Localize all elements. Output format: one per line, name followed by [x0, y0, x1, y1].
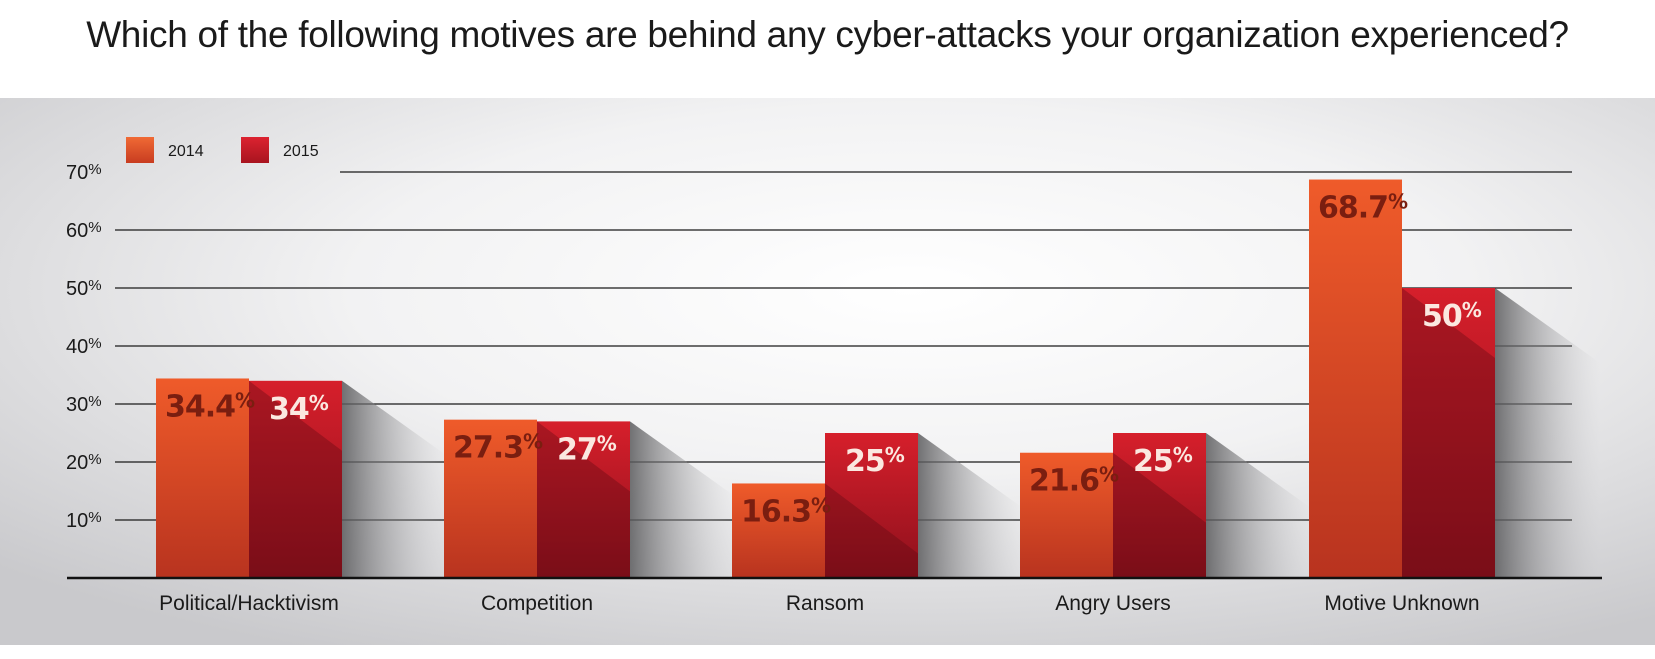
bar-2015 — [537, 421, 630, 578]
value-label-2015: 27% — [557, 431, 617, 467]
bar-2014 — [156, 378, 249, 578]
legend-label: 2014 — [168, 143, 204, 160]
category-label: Motive Unknown — [1324, 592, 1479, 615]
bar-shadow — [1206, 433, 1311, 578]
value-label-2014: 34.4% — [165, 388, 255, 424]
value-label-2015: 25% — [1133, 443, 1193, 479]
bar-2015-shade — [825, 483, 918, 578]
category-label: Ransom — [786, 592, 864, 615]
value-label-2015: 34% — [269, 391, 329, 427]
bar-shadow — [1495, 288, 1600, 578]
value-label-2014: 16.3% — [741, 493, 831, 529]
bar-chart: 34.4% 34% 27.3% 27% 16.3% 25% 21.6% 25% 68.7% 50%… — [0, 98, 1655, 645]
legend-label: 2015 — [283, 143, 319, 160]
legend-item-2015: 2015 — [241, 137, 319, 163]
bar-2015-shade — [537, 421, 630, 578]
bar-2014 — [444, 419, 537, 578]
bar-2015-shade — [1402, 288, 1495, 578]
category-label: Competition — [481, 592, 593, 615]
bar-2015 — [1402, 288, 1495, 578]
legend-item-2014: 2014 — [126, 137, 204, 163]
bar-shadow — [918, 433, 1023, 578]
y-tick-label: 60% — [66, 219, 102, 242]
bar-2014 — [732, 483, 825, 578]
y-tick-label: 10% — [66, 509, 102, 532]
category-label: Angry Users — [1055, 592, 1171, 615]
value-label-2015: 50% — [1422, 298, 1482, 334]
y-tick-label: 20% — [66, 451, 102, 474]
value-label-2014: 27.3% — [453, 430, 543, 466]
bar-2014 — [1020, 452, 1113, 578]
y-tick-label: 50% — [66, 277, 102, 300]
bar-2015 — [1113, 433, 1206, 578]
y-tick-label: 30% — [66, 393, 102, 416]
value-label-2015: 25% — [845, 443, 905, 479]
bar-2015-shade — [249, 380, 342, 578]
legend-swatch — [126, 137, 154, 163]
bar-shadow — [342, 380, 447, 578]
y-tick-label: 70% — [66, 161, 102, 184]
chart-panel: 34.4% 34% 27.3% 27% 16.3% 25% 21.6% 25% 68.7% 50%… — [0, 98, 1655, 645]
legend-swatch — [241, 137, 269, 163]
chart-title: Which of the following motives are behin… — [86, 14, 1569, 55]
y-tick-label: 40% — [66, 335, 102, 358]
bar-2015 — [249, 380, 342, 578]
bar-2015 — [825, 433, 918, 578]
value-label-2014: 21.6% — [1029, 463, 1119, 499]
bar-2015-shade — [1113, 452, 1206, 578]
bar-shadow — [630, 421, 735, 578]
category-label: Political/Hacktivism — [159, 592, 339, 615]
bar-2014 — [1309, 179, 1402, 578]
value-label-2014: 68.7% — [1318, 190, 1408, 226]
